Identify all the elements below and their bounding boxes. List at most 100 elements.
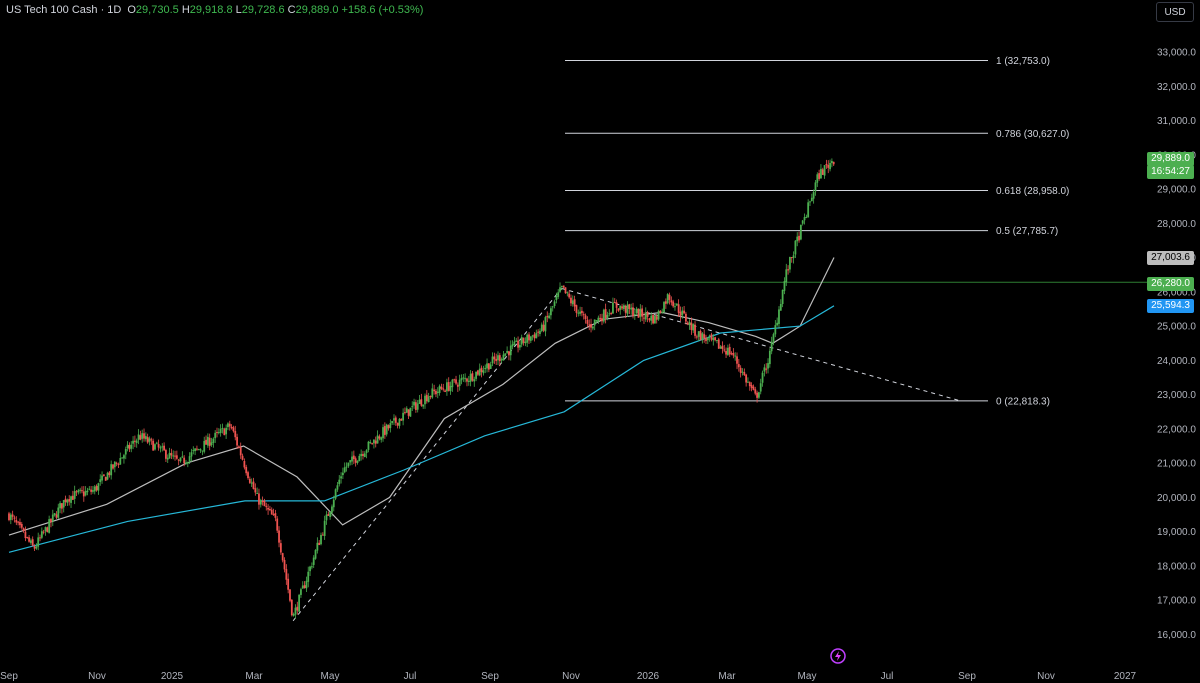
y-tick-label: 19,000.0 <box>1157 527 1196 538</box>
y-tick-label: 21,000.0 <box>1157 459 1196 470</box>
candle-body <box>309 566 311 572</box>
candle-body <box>763 367 766 372</box>
candle-body <box>414 402 417 410</box>
candle-body <box>568 293 571 298</box>
candle-body <box>294 607 297 615</box>
change-value: +158.6 (+0.53%) <box>341 4 424 16</box>
candle-body <box>369 442 372 444</box>
candle-body <box>121 457 124 459</box>
candle-body <box>219 428 222 434</box>
candle-body <box>714 337 717 341</box>
candle-body <box>701 333 704 340</box>
candle-body <box>790 257 793 259</box>
candle-body <box>351 456 353 462</box>
candle-body <box>185 462 187 464</box>
candle-body <box>661 311 664 313</box>
x-tick-label: May <box>798 671 817 682</box>
candle-body <box>469 373 472 382</box>
candle-body <box>431 388 434 398</box>
candle-body <box>188 456 191 462</box>
candle-body <box>175 455 178 459</box>
candle-body <box>256 492 259 494</box>
candle-body <box>768 350 771 365</box>
candle-body <box>515 340 518 342</box>
candle-body <box>758 392 760 398</box>
candle-body <box>230 426 233 429</box>
candle-body <box>732 352 735 356</box>
candle-body <box>177 459 180 461</box>
candle-body <box>389 423 392 429</box>
candle-body <box>48 519 51 533</box>
candle-body <box>624 306 627 313</box>
candle-body <box>747 381 749 383</box>
candle-body <box>398 418 401 426</box>
candle-body <box>436 391 439 393</box>
candle-body <box>183 457 186 464</box>
candle-body <box>486 363 488 369</box>
candle-body <box>223 428 226 436</box>
candle-body <box>90 489 93 492</box>
candle-body <box>500 359 503 361</box>
lightning-icon[interactable] <box>830 648 846 664</box>
currency-button[interactable]: USD <box>1156 2 1194 22</box>
candle-body <box>581 310 583 314</box>
candle-body <box>601 318 603 322</box>
candle-body <box>17 521 20 523</box>
candle-body <box>57 507 60 518</box>
candle-body <box>535 332 538 339</box>
candle-body <box>420 399 423 406</box>
candle-body <box>252 481 255 489</box>
fib-level-label: 1 (32,753.0) <box>996 56 1050 67</box>
candle-body <box>409 407 412 417</box>
candle-body <box>799 224 802 240</box>
candle-body <box>579 311 581 314</box>
candle-body <box>24 531 27 539</box>
candle-body <box>336 485 339 490</box>
candle-body <box>613 302 616 304</box>
candle-body <box>194 448 197 452</box>
candle-body <box>830 160 833 164</box>
candle-body <box>677 304 680 313</box>
candle-body <box>276 518 279 531</box>
candle-body <box>123 455 125 459</box>
candle-body <box>225 427 228 435</box>
candle-body <box>99 479 102 483</box>
candle-body <box>812 192 815 199</box>
symbol-label[interactable]: US Tech 100 Cash · 1D <box>6 4 122 16</box>
candle-body <box>781 289 784 304</box>
candle-body <box>621 306 623 309</box>
fib-level-label: 0.5 (27,785.7) <box>996 226 1058 237</box>
candle-body <box>418 399 421 404</box>
candle-body <box>150 439 153 441</box>
fib-level-label: 0 (22,818.3) <box>996 396 1050 407</box>
candle-body <box>166 457 169 460</box>
candle-body <box>807 202 810 218</box>
candle-body <box>259 500 262 505</box>
candle-body <box>210 442 213 446</box>
candle-body <box>104 476 107 481</box>
candle-body <box>610 313 613 315</box>
x-tick-label: Nov <box>88 671 106 682</box>
candle-body <box>666 294 669 304</box>
candle-body <box>446 382 448 392</box>
candle-body <box>155 442 158 444</box>
candle-body <box>64 498 67 503</box>
candle-body <box>736 356 738 364</box>
candle-body <box>591 326 594 329</box>
candle-body <box>181 456 184 458</box>
candle-body <box>170 453 173 456</box>
candle-body <box>820 168 822 179</box>
candle-body <box>126 444 129 449</box>
candle-body <box>759 383 762 392</box>
candle-body <box>435 390 437 395</box>
candle-body <box>303 585 306 589</box>
candle-body <box>349 460 352 463</box>
candle-body <box>13 517 16 519</box>
candle-body <box>93 486 96 492</box>
candle-body <box>205 439 207 445</box>
y-tick-label: 17,000.0 <box>1157 596 1196 607</box>
candle-body <box>593 319 596 326</box>
y-tick-label: 22,000.0 <box>1157 424 1196 435</box>
candle-body <box>456 384 459 387</box>
